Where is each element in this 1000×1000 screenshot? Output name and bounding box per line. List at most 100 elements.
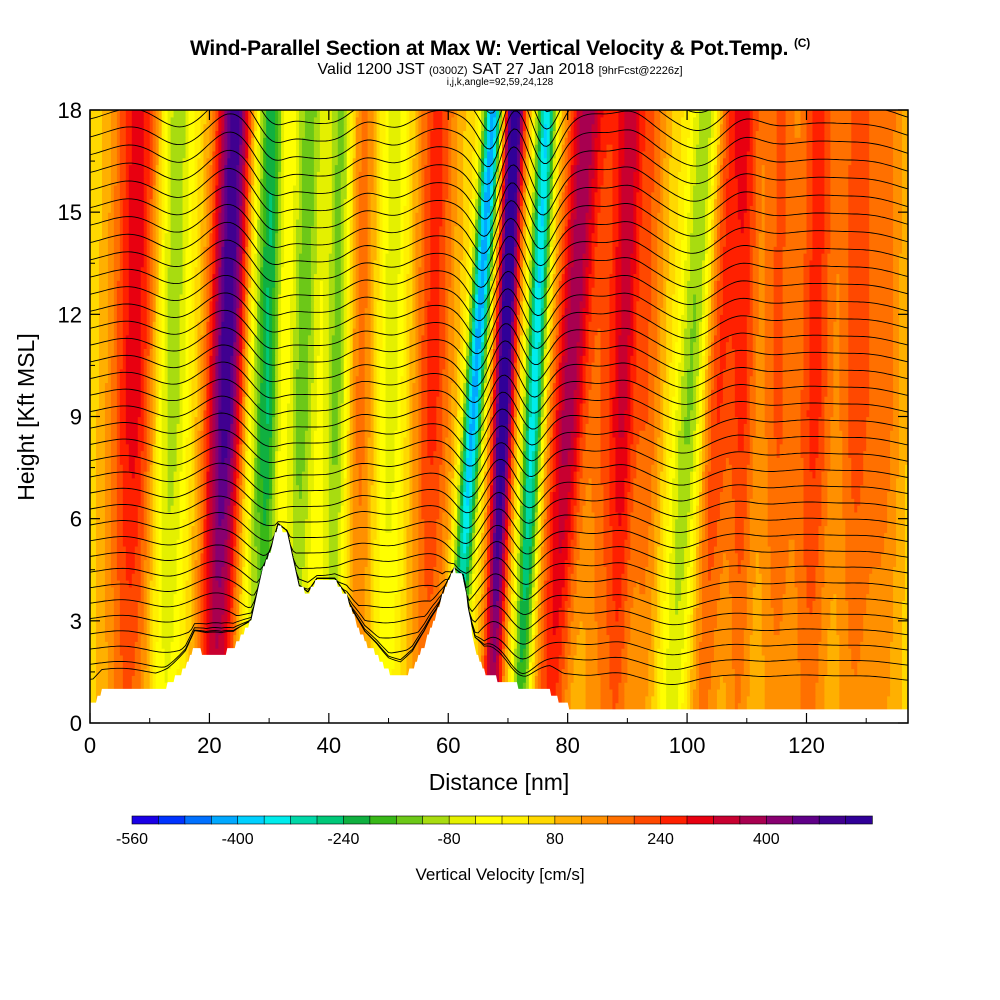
heatmap-cell	[110, 552, 118, 561]
heatmap-cell	[684, 661, 691, 670]
heatmap-cell	[346, 539, 351, 547]
heatmap-cell	[522, 566, 530, 574]
heatmap-cell	[242, 498, 246, 506]
heatmap-cell	[337, 532, 342, 540]
heatmap-cell	[576, 579, 596, 588]
heatmap-cell	[543, 491, 548, 499]
heatmap-cell	[367, 484, 372, 493]
heatmap-cell	[863, 477, 891, 486]
heatmap-cell	[104, 593, 115, 601]
heatmap-cell	[104, 532, 112, 540]
heatmap-cell	[379, 518, 387, 527]
heatmap-cell	[660, 627, 664, 636]
heatmap-cell	[752, 470, 769, 479]
heatmap-cell	[651, 484, 658, 493]
heatmap-cell	[140, 682, 145, 690]
heatmap-cell	[770, 566, 787, 574]
heatmap-cell	[167, 464, 178, 472]
heatmap-cell	[116, 464, 124, 472]
heatmap-cell	[633, 593, 652, 601]
heatmap-cell	[167, 470, 175, 479]
heatmap-cell	[531, 518, 536, 527]
heatmap-cell	[549, 470, 554, 479]
heatmap-cell	[863, 470, 891, 479]
heatmap-cell	[567, 505, 572, 513]
heatmap-cell	[278, 477, 288, 486]
heatmap-cell	[179, 511, 187, 520]
heatmap-cell	[251, 518, 255, 527]
heatmap-cell	[690, 688, 694, 697]
heatmap-cell	[90, 579, 97, 588]
heatmap-cell	[191, 607, 196, 615]
heatmap-cell	[818, 532, 826, 540]
heatmap-cell	[618, 688, 625, 697]
heatmap-cell	[307, 552, 324, 561]
heatmap-cell	[654, 668, 658, 676]
heatmap-cell	[110, 566, 118, 574]
heatmap-cell	[663, 641, 670, 649]
heatmap-cell	[140, 559, 145, 567]
heatmap-cell	[690, 477, 694, 486]
heatmap-cell	[827, 498, 843, 506]
heatmap-cell	[690, 682, 697, 690]
heatmap-cell	[236, 525, 240, 533]
heatmap-cell	[310, 532, 324, 540]
heatmap-cell	[197, 641, 202, 649]
heatmap-cell	[307, 505, 312, 513]
heatmap-cell	[481, 539, 485, 547]
heatmap-cell	[693, 498, 697, 506]
heatmap-cell	[376, 470, 381, 479]
heatmap-cell	[209, 470, 214, 479]
heatmap-cell	[149, 682, 154, 690]
heatmap-cell	[200, 525, 205, 533]
heatmap-cell	[95, 491, 106, 499]
heatmap-cell	[206, 539, 211, 547]
heatmap-cell	[690, 552, 694, 561]
heatmap-cell	[218, 505, 225, 513]
heatmap-cell	[206, 586, 211, 595]
heatmap-cell	[528, 654, 533, 663]
heatmap-cell	[902, 607, 908, 615]
heatmap-cell	[519, 593, 524, 601]
heatmap-cell	[200, 545, 205, 554]
heatmap-cell	[815, 586, 823, 595]
heatmap-cell	[376, 505, 381, 513]
heatmap-cell	[245, 545, 249, 554]
heatmap-cell	[221, 566, 228, 574]
heatmap-cell	[376, 518, 381, 527]
heatmap-cell	[591, 505, 605, 513]
heatmap-cell	[905, 579, 908, 588]
heatmap-cell	[251, 525, 255, 533]
heatmap-cell	[627, 668, 649, 676]
heatmap-cell	[603, 552, 614, 561]
heatmap-cell	[152, 470, 157, 479]
heatmap-cell	[609, 668, 622, 676]
heatmap-cell	[561, 688, 566, 697]
heatmap-cell	[504, 661, 509, 670]
heatmap-cell	[409, 477, 414, 486]
heatmap-cell	[687, 532, 691, 540]
heatmap-cell	[212, 532, 216, 540]
heatmap-cell	[370, 498, 378, 506]
heatmap-cell	[749, 641, 763, 649]
heatmap-cell	[248, 464, 252, 472]
heatmap-cell	[478, 614, 482, 622]
heatmap-cell	[245, 518, 249, 527]
heatmap-cell	[224, 552, 228, 561]
heatmap-cell	[621, 668, 628, 676]
heatmap-cell	[110, 539, 118, 547]
heatmap-cell	[504, 634, 509, 642]
heatmap-cell	[158, 634, 163, 642]
heatmap-cell	[209, 511, 214, 520]
heatmap-cell	[209, 464, 214, 472]
heatmap-cell	[475, 532, 479, 540]
heatmap-cell	[606, 586, 614, 595]
heatmap-cell	[696, 491, 700, 499]
heatmap-cell	[448, 552, 452, 561]
heatmap-cell	[487, 627, 491, 636]
heatmap-cell	[203, 620, 208, 629]
heatmap-cell	[657, 668, 664, 676]
heatmap-cell	[185, 579, 193, 588]
heatmap-cell	[839, 695, 888, 704]
heatmap-cell	[699, 695, 709, 704]
